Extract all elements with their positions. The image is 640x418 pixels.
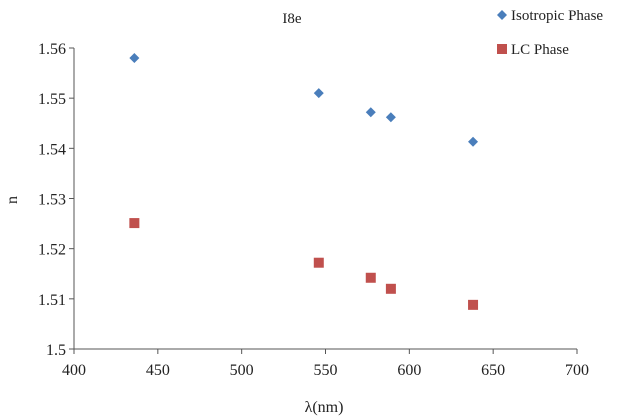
legend-label: LC Phase: [511, 42, 569, 58]
isotropic-point: [129, 53, 140, 64]
y-tick-label: 1.52: [38, 242, 66, 259]
isotropic-point: [313, 88, 324, 99]
lc-point: [365, 272, 376, 283]
y-tick-label: 1.51: [38, 292, 66, 309]
chart-title: I8e: [282, 11, 301, 27]
x-tick-label: 650: [481, 362, 505, 379]
y-tick-label: 1.5: [46, 342, 66, 359]
isotropic-point: [468, 136, 479, 147]
lc-point: [468, 299, 479, 310]
x-axis-label: λ(nm): [305, 399, 344, 416]
x-tick-label: 600: [397, 362, 421, 379]
lc-point: [385, 283, 396, 294]
y-tick-label: 1.56: [38, 41, 66, 58]
x-tick-label: 400: [62, 362, 86, 379]
isotropic-point: [365, 107, 376, 118]
legend: Isotropic Phase LC Phase: [497, 8, 603, 58]
legend-label: Isotropic Phase: [511, 8, 603, 24]
y-tick-label: 1.54: [38, 141, 66, 158]
isotropic-point: [385, 112, 396, 123]
y-tick-label: 1.55: [38, 91, 66, 108]
x-tick-label: 500: [230, 362, 254, 379]
y-axis-label: n: [4, 196, 21, 204]
x-tick-label: 700: [565, 362, 589, 379]
legend-marker: [497, 44, 507, 54]
x-tick-label: 550: [314, 362, 338, 379]
lc-point: [313, 257, 324, 268]
legend-marker: [497, 10, 507, 20]
y-tick-label: 1.53: [38, 192, 66, 209]
lc-point: [129, 218, 140, 229]
x-tick-label: 450: [146, 362, 170, 379]
